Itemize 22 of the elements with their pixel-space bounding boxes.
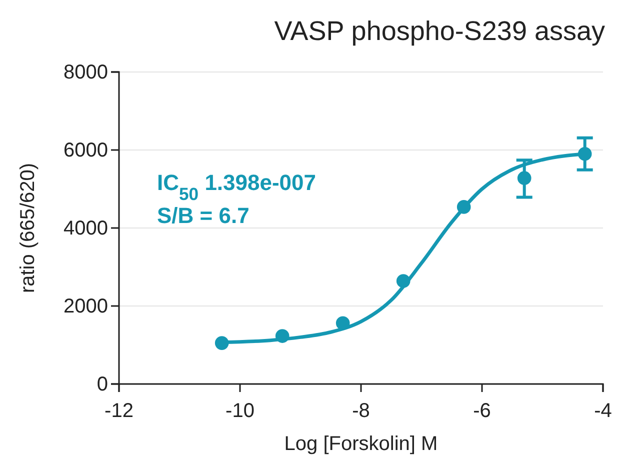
x-tick-label: -12: [104, 400, 134, 422]
y-axis-title: ratio (665/620): [17, 162, 39, 294]
y-tick-label: 6000: [64, 139, 108, 162]
chart-title: VASP phospho-S239 assay: [274, 16, 606, 46]
point: [578, 147, 592, 161]
annotation: S/B = 6.7: [157, 203, 250, 228]
point: [214, 336, 229, 350]
point: [336, 316, 350, 330]
y-tick-label: 4000: [64, 217, 108, 240]
point: [456, 200, 471, 214]
point: [396, 274, 410, 288]
x-tick-label: -8: [352, 400, 370, 422]
x-tick-label: -6: [473, 400, 491, 422]
point: [517, 171, 532, 185]
x-tick-label: -4: [594, 400, 612, 422]
point: [275, 329, 290, 343]
y-tick-label: 2000: [64, 295, 108, 318]
x-tick-label: -10: [226, 400, 254, 422]
x-axis-title: Log [Forskolin] M: [284, 433, 438, 455]
y-tick-label: 8000: [64, 61, 108, 84]
annotation: IC$_{50}$ 1.398e-007: [157, 170, 316, 204]
y-tick-label: 0: [96, 373, 108, 396]
